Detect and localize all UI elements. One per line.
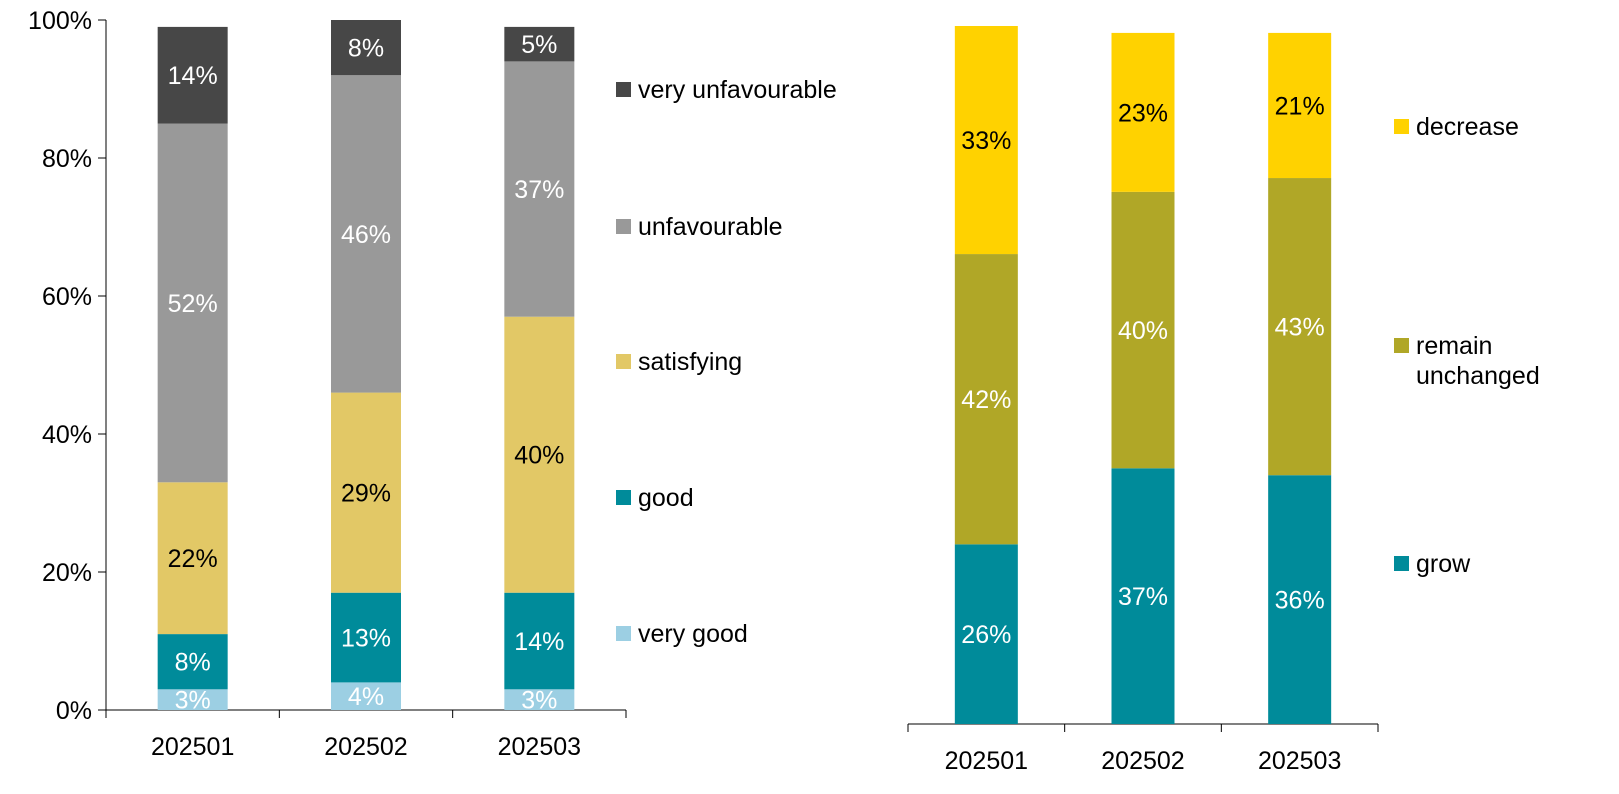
chart1-y-tick-label: 40% xyxy=(42,421,92,449)
chart2-bar-segment-remain-unchanged-202501 xyxy=(954,254,1018,545)
chart2-data-label-grow-202501: 26% xyxy=(961,621,1011,649)
chart1-legend-swatch-very-good xyxy=(616,626,631,641)
chart2-data-label-remain-unchanged-202503: 43% xyxy=(1275,314,1325,342)
chart1-legend-label-very-good: very good xyxy=(638,620,748,648)
chart2-x-tick-label: 202502 xyxy=(1101,747,1184,775)
chart2-legend-label-decrease: decrease xyxy=(1416,113,1519,141)
chart2-x-tick-label: 202501 xyxy=(945,747,1028,775)
chart2-legend-swatch-remain-unchanged xyxy=(1394,338,1409,353)
chart1-data-label-very-good-202503: 3% xyxy=(521,687,557,715)
chart1-bar-segment-very-good-202503 xyxy=(504,689,575,710)
chart1-bar-segment-satisfying-202502 xyxy=(331,392,401,593)
chart2-bar-segment-grow-202501 xyxy=(954,544,1018,724)
chart1-bar-segment-satisfying-202503 xyxy=(504,316,575,593)
chart2-bar-segment-decrease-202501 xyxy=(954,26,1018,255)
chart1-legend-swatch-satisfying xyxy=(616,354,631,369)
chart1-x-tick-label: 202502 xyxy=(324,733,407,761)
chart2-data-label-grow-202503: 36% xyxy=(1275,587,1325,615)
expectation-stacked-bar-chart: 26% 42% 33% 202501 37% 40% 23% 202502 36% 43% 21% 2… xyxy=(907,26,1540,775)
chart1-data-label-very-unfavourable-202501: 14% xyxy=(168,62,218,90)
chart2-data-label-decrease-202501: 33% xyxy=(961,127,1011,155)
chart1-x-tick-label: 202501 xyxy=(151,733,234,761)
chart1-bar-segment-unfavourable-202502 xyxy=(331,75,401,393)
chart1-data-label-satisfying-202502: 29% xyxy=(341,480,391,508)
chart1-data-label-good-202503: 14% xyxy=(514,628,564,656)
chart1-bar-segment-good-202502 xyxy=(331,592,401,683)
chart2-data-label-remain-unchanged-202501: 42% xyxy=(961,386,1011,414)
satisfaction-stacked-bar-chart: 0% 20% 40% 60% 80% 100% 3% 8% 22% 52% 14% 202501 4% 1… xyxy=(28,7,837,761)
chart2-bar-segment-remain-unchanged-202502 xyxy=(1111,191,1175,469)
chart1-data-label-good-202501: 8% xyxy=(175,649,211,677)
chart1-data-label-unfavourable-202502: 46% xyxy=(341,221,391,249)
chart1-legend-label-very-unfavourable: very unfavourable xyxy=(638,76,837,104)
chart1-data-label-very-unfavourable-202502: 8% xyxy=(348,35,384,63)
chart1-data-label-unfavourable-202503: 37% xyxy=(514,176,564,204)
chart1-legend-label-good: good xyxy=(638,484,694,512)
chart1-data-label-good-202502: 13% xyxy=(341,625,391,653)
chart1-y-tick-label: 20% xyxy=(42,559,92,587)
chart1-legend-label-unfavourable: unfavourable xyxy=(638,213,783,241)
chart2-data-label-grow-202502: 37% xyxy=(1118,583,1168,611)
chart1-bar-segment-unfavourable-202501 xyxy=(157,123,228,483)
chart1-bar-segment-very-unfavourable-202502 xyxy=(331,20,401,76)
chart1-bar-segment-very-unfavourable-202501 xyxy=(157,26,228,124)
chart2-legend-swatch-grow xyxy=(1394,556,1409,571)
chart2-bar-segment-remain-unchanged-202503 xyxy=(1268,178,1332,476)
chart1-y-tick-label: 80% xyxy=(42,145,92,173)
chart2-legend-swatch-decrease xyxy=(1394,119,1409,134)
chart1-x-tick-label: 202503 xyxy=(498,733,581,761)
chart2-bar-segment-grow-202503 xyxy=(1268,475,1332,724)
chart2-bar-segment-grow-202502 xyxy=(1111,468,1175,724)
chart1-bar-segment-good-202503 xyxy=(504,592,575,690)
chart1-legend-swatch-very-unfavourable xyxy=(616,82,631,97)
chart1-data-label-unfavourable-202501: 52% xyxy=(168,290,218,318)
chart2-data-label-remain-unchanged-202502: 40% xyxy=(1118,317,1168,345)
chart1-bar-segment-very-unfavourable-202503 xyxy=(504,26,575,62)
chart2-data-label-decrease-202502: 23% xyxy=(1118,99,1168,127)
chart1-bar-segment-unfavourable-202503 xyxy=(504,61,575,317)
chart2-legend-label-remain-unchanged: remain unchanged xyxy=(1416,332,1540,390)
chart1-legend-label-satisfying: satisfying xyxy=(638,348,742,376)
chart2-bar-segment-decrease-202503 xyxy=(1268,32,1332,179)
chart1-y-tick-label: 60% xyxy=(42,283,92,311)
chart1-legend-swatch-good xyxy=(616,490,631,505)
chart2-data-label-decrease-202503: 21% xyxy=(1275,92,1325,120)
chart1-y-tick-label: 100% xyxy=(28,7,92,35)
chart2-legend-label-grow: grow xyxy=(1416,550,1471,578)
chart1-data-label-satisfying-202503: 40% xyxy=(514,442,564,470)
chart1-data-label-very-good-202501: 3% xyxy=(175,687,211,715)
chart2-bar-segment-decrease-202502 xyxy=(1111,32,1175,192)
chart1-data-label-very-unfavourable-202503: 5% xyxy=(521,31,557,59)
chart1-y-tick-label: 0% xyxy=(56,697,92,725)
chart1-bar-segment-good-202501 xyxy=(157,634,228,690)
chart2-x-tick-label: 202503 xyxy=(1258,747,1341,775)
chart1-bar-segment-very-good-202501 xyxy=(157,689,228,710)
chart1-data-label-very-good-202502: 4% xyxy=(348,683,384,711)
chart1-data-label-satisfying-202501: 22% xyxy=(168,545,218,573)
chart1-bar-segment-satisfying-202501 xyxy=(157,482,228,635)
chart1-legend-swatch-unfavourable xyxy=(616,219,631,234)
chart1-bar-segment-very-good-202502 xyxy=(331,682,401,710)
